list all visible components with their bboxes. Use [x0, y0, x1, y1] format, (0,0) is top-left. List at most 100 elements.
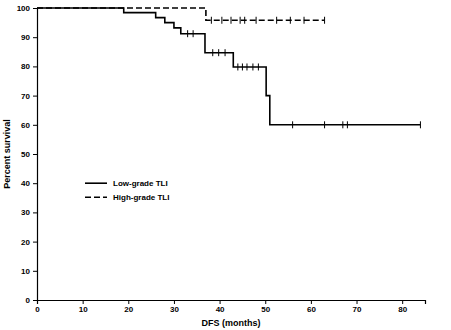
y-axis: 0 10 20 30 40 50 60 70 80 90 100	[17, 4, 38, 305]
censor-mark	[324, 17, 325, 24]
censor-mark	[276, 17, 277, 24]
y-tick-label: 80	[21, 62, 30, 71]
y-tick: 100	[17, 4, 37, 13]
x-tick-mark	[220, 300, 221, 304]
x-tick: 30	[170, 300, 179, 314]
y-tick: 80	[21, 62, 37, 71]
y-tick: 30	[21, 208, 37, 217]
y-tick-mark	[33, 300, 37, 301]
censor-mark	[242, 63, 243, 70]
y-tick-mark	[33, 183, 37, 184]
censor-mark	[292, 121, 293, 128]
x-axis-line	[38, 301, 426, 305]
censor-mark	[244, 17, 245, 24]
censor-mark	[240, 17, 241, 24]
survival-curve	[37, 8, 420, 125]
legend-swatch	[85, 182, 107, 184]
censor-mark	[252, 63, 253, 70]
y-tick-mark	[33, 125, 37, 126]
censor-mark	[212, 49, 213, 56]
y-tick: 20	[21, 238, 37, 247]
y-axis-line	[33, 9, 38, 301]
x-tick-label: 10	[79, 305, 88, 314]
censor-mark	[342, 121, 343, 128]
censor-mark	[218, 49, 219, 56]
censor-mark	[256, 17, 257, 24]
x-tick-mark	[311, 300, 312, 304]
chart: 0 10 20 30 40 50 60 70 80 0 10 20 30 40 50 60 70 80 90 100 L…	[0, 0, 451, 330]
y-tick: 40	[21, 179, 37, 188]
y-tick-label: 0	[26, 296, 31, 305]
x-tick-mark	[265, 300, 266, 304]
y-tick-label: 20	[21, 238, 30, 247]
y-axis-title: Percent survival	[2, 119, 12, 189]
censor-mark	[347, 121, 348, 128]
y-tick-label: 10	[21, 267, 30, 276]
censor-mark	[231, 17, 232, 24]
x-tick-label: 40	[216, 305, 225, 314]
x-tick: 60	[307, 300, 316, 314]
x-tick-mark	[402, 300, 403, 304]
y-tick-mark	[33, 242, 37, 243]
x-tick: 40	[216, 300, 225, 314]
y-tick-label: 100	[17, 4, 31, 13]
y-tick: 70	[21, 92, 37, 101]
x-tick: 70	[353, 300, 362, 314]
legend-swatch	[85, 196, 107, 198]
censor-mark	[324, 121, 325, 128]
x-tick-mark	[83, 300, 84, 304]
y-tick: 90	[21, 33, 37, 42]
legend-label: High-grade TLI	[113, 193, 169, 202]
x-tick-label: 70	[353, 305, 362, 314]
x-tick-label: 0	[35, 305, 40, 314]
x-tick-label: 30	[170, 305, 179, 314]
y-tick-mark	[33, 154, 37, 155]
censor-mark	[246, 63, 247, 70]
censor-mark	[225, 49, 226, 56]
survival-curve	[37, 8, 325, 20]
legend-label: Low-grade TLI	[113, 179, 168, 188]
y-tick-mark	[33, 66, 37, 67]
x-tick: 10	[79, 300, 88, 314]
y-tick-mark	[33, 96, 37, 97]
x-tick-label: 80	[398, 305, 407, 314]
x-tick: 20	[124, 300, 133, 314]
censor-mark	[237, 63, 238, 70]
x-tick-mark	[357, 300, 358, 304]
y-tick-label: 70	[21, 92, 30, 101]
x-tick-mark	[128, 300, 129, 304]
x-tick: 0	[35, 300, 40, 314]
y-tick-mark	[33, 8, 37, 9]
censor-mark	[211, 17, 212, 24]
x-tick-mark	[174, 300, 175, 304]
legend-item: Low-grade TLI	[85, 179, 168, 188]
x-tick-label: 60	[307, 305, 316, 314]
x-tick: 80	[398, 300, 407, 314]
censor-mark	[290, 17, 291, 24]
legend-item: High-grade TLI	[85, 193, 169, 202]
censor-mark	[420, 121, 421, 128]
y-tick-mark	[33, 212, 37, 213]
plot: 0 10 20 30 40 50 60 70 80 0 10 20 30 40 50 60 70 80 90 100 L…	[17, 4, 426, 314]
x-axis-title: DFS (months)	[202, 318, 261, 328]
censor-mark	[187, 30, 188, 37]
x-axis: 0 10 20 30 40 50 60 70 80	[35, 300, 425, 314]
y-tick: 50	[21, 150, 37, 159]
y-tick: 60	[21, 121, 37, 130]
censor-mark	[221, 17, 222, 24]
x-tick-label: 50	[261, 305, 270, 314]
x-tick: 50	[261, 300, 270, 314]
x-tick-label: 20	[124, 305, 133, 314]
y-tick-label: 40	[21, 179, 30, 188]
legend: Low-grade TLI High-grade TLI	[85, 179, 169, 202]
marks	[37, 8, 420, 128]
y-tick-label: 30	[21, 208, 30, 217]
y-tick-mark	[33, 37, 37, 38]
y-tick-label: 60	[21, 121, 30, 130]
censor-mark	[258, 63, 259, 70]
y-tick: 10	[21, 267, 37, 276]
y-tick-label: 90	[21, 33, 30, 42]
y-tick-mark	[33, 271, 37, 272]
censor-mark	[304, 17, 305, 24]
y-tick: 0	[26, 296, 37, 305]
